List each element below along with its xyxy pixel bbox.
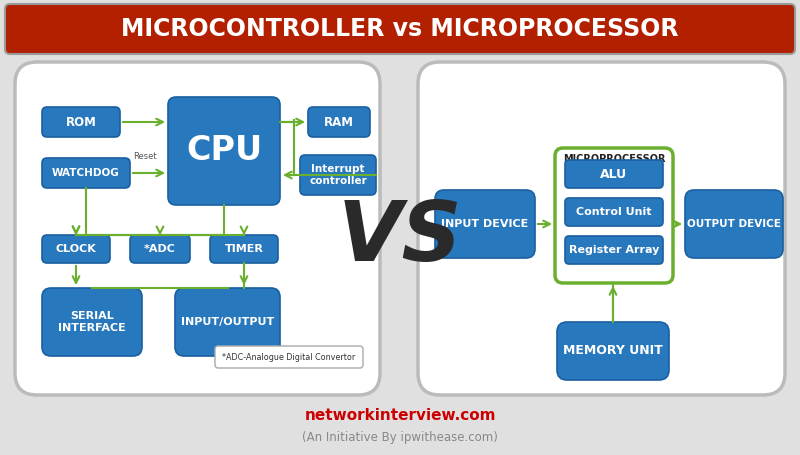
FancyBboxPatch shape bbox=[168, 97, 280, 205]
FancyBboxPatch shape bbox=[300, 155, 376, 195]
Text: SERIAL
INTERFACE: SERIAL INTERFACE bbox=[58, 311, 126, 333]
Text: MICROCONTROLLER vs MICROPROCESSOR: MICROCONTROLLER vs MICROPROCESSOR bbox=[122, 17, 678, 41]
FancyBboxPatch shape bbox=[435, 190, 535, 258]
Text: ROM: ROM bbox=[66, 116, 97, 128]
Text: networkinterview.com: networkinterview.com bbox=[304, 408, 496, 423]
FancyBboxPatch shape bbox=[418, 62, 785, 395]
FancyBboxPatch shape bbox=[175, 288, 280, 356]
Text: ALU: ALU bbox=[601, 167, 627, 181]
FancyBboxPatch shape bbox=[565, 236, 663, 264]
FancyBboxPatch shape bbox=[685, 190, 783, 258]
Text: Control Unit: Control Unit bbox=[576, 207, 652, 217]
Text: Reset: Reset bbox=[133, 152, 157, 161]
FancyBboxPatch shape bbox=[42, 235, 110, 263]
Text: WATCHDOG: WATCHDOG bbox=[52, 168, 120, 178]
FancyBboxPatch shape bbox=[130, 235, 190, 263]
Text: *ADC-Analogue Digital Convertor: *ADC-Analogue Digital Convertor bbox=[222, 353, 356, 362]
Text: VS: VS bbox=[338, 197, 462, 278]
FancyBboxPatch shape bbox=[5, 4, 795, 54]
FancyBboxPatch shape bbox=[557, 322, 669, 380]
FancyBboxPatch shape bbox=[555, 148, 673, 283]
Text: Register Array: Register Array bbox=[569, 245, 659, 255]
Text: (An Initiative By ipwithease.com): (An Initiative By ipwithease.com) bbox=[302, 431, 498, 445]
FancyBboxPatch shape bbox=[308, 107, 370, 137]
Text: INPUT/OUTPUT: INPUT/OUTPUT bbox=[181, 317, 274, 327]
FancyBboxPatch shape bbox=[42, 107, 120, 137]
Text: INPUT DEVICE: INPUT DEVICE bbox=[442, 219, 529, 229]
Text: *ADC: *ADC bbox=[144, 244, 176, 254]
Text: RAM: RAM bbox=[324, 116, 354, 128]
Text: Interrupt
controller: Interrupt controller bbox=[309, 164, 367, 186]
FancyBboxPatch shape bbox=[15, 62, 380, 395]
Text: CLOCK: CLOCK bbox=[56, 244, 96, 254]
Text: MEMORY UNIT: MEMORY UNIT bbox=[563, 344, 663, 358]
FancyBboxPatch shape bbox=[565, 198, 663, 226]
FancyBboxPatch shape bbox=[215, 346, 363, 368]
FancyBboxPatch shape bbox=[42, 158, 130, 188]
Text: CPU: CPU bbox=[186, 135, 262, 167]
FancyBboxPatch shape bbox=[42, 288, 142, 356]
FancyBboxPatch shape bbox=[210, 235, 278, 263]
Text: TIMER: TIMER bbox=[225, 244, 263, 254]
FancyBboxPatch shape bbox=[565, 160, 663, 188]
Text: MICROPROCESSOR: MICROPROCESSOR bbox=[562, 154, 666, 164]
Text: OUTPUT DEVICE: OUTPUT DEVICE bbox=[687, 219, 781, 229]
